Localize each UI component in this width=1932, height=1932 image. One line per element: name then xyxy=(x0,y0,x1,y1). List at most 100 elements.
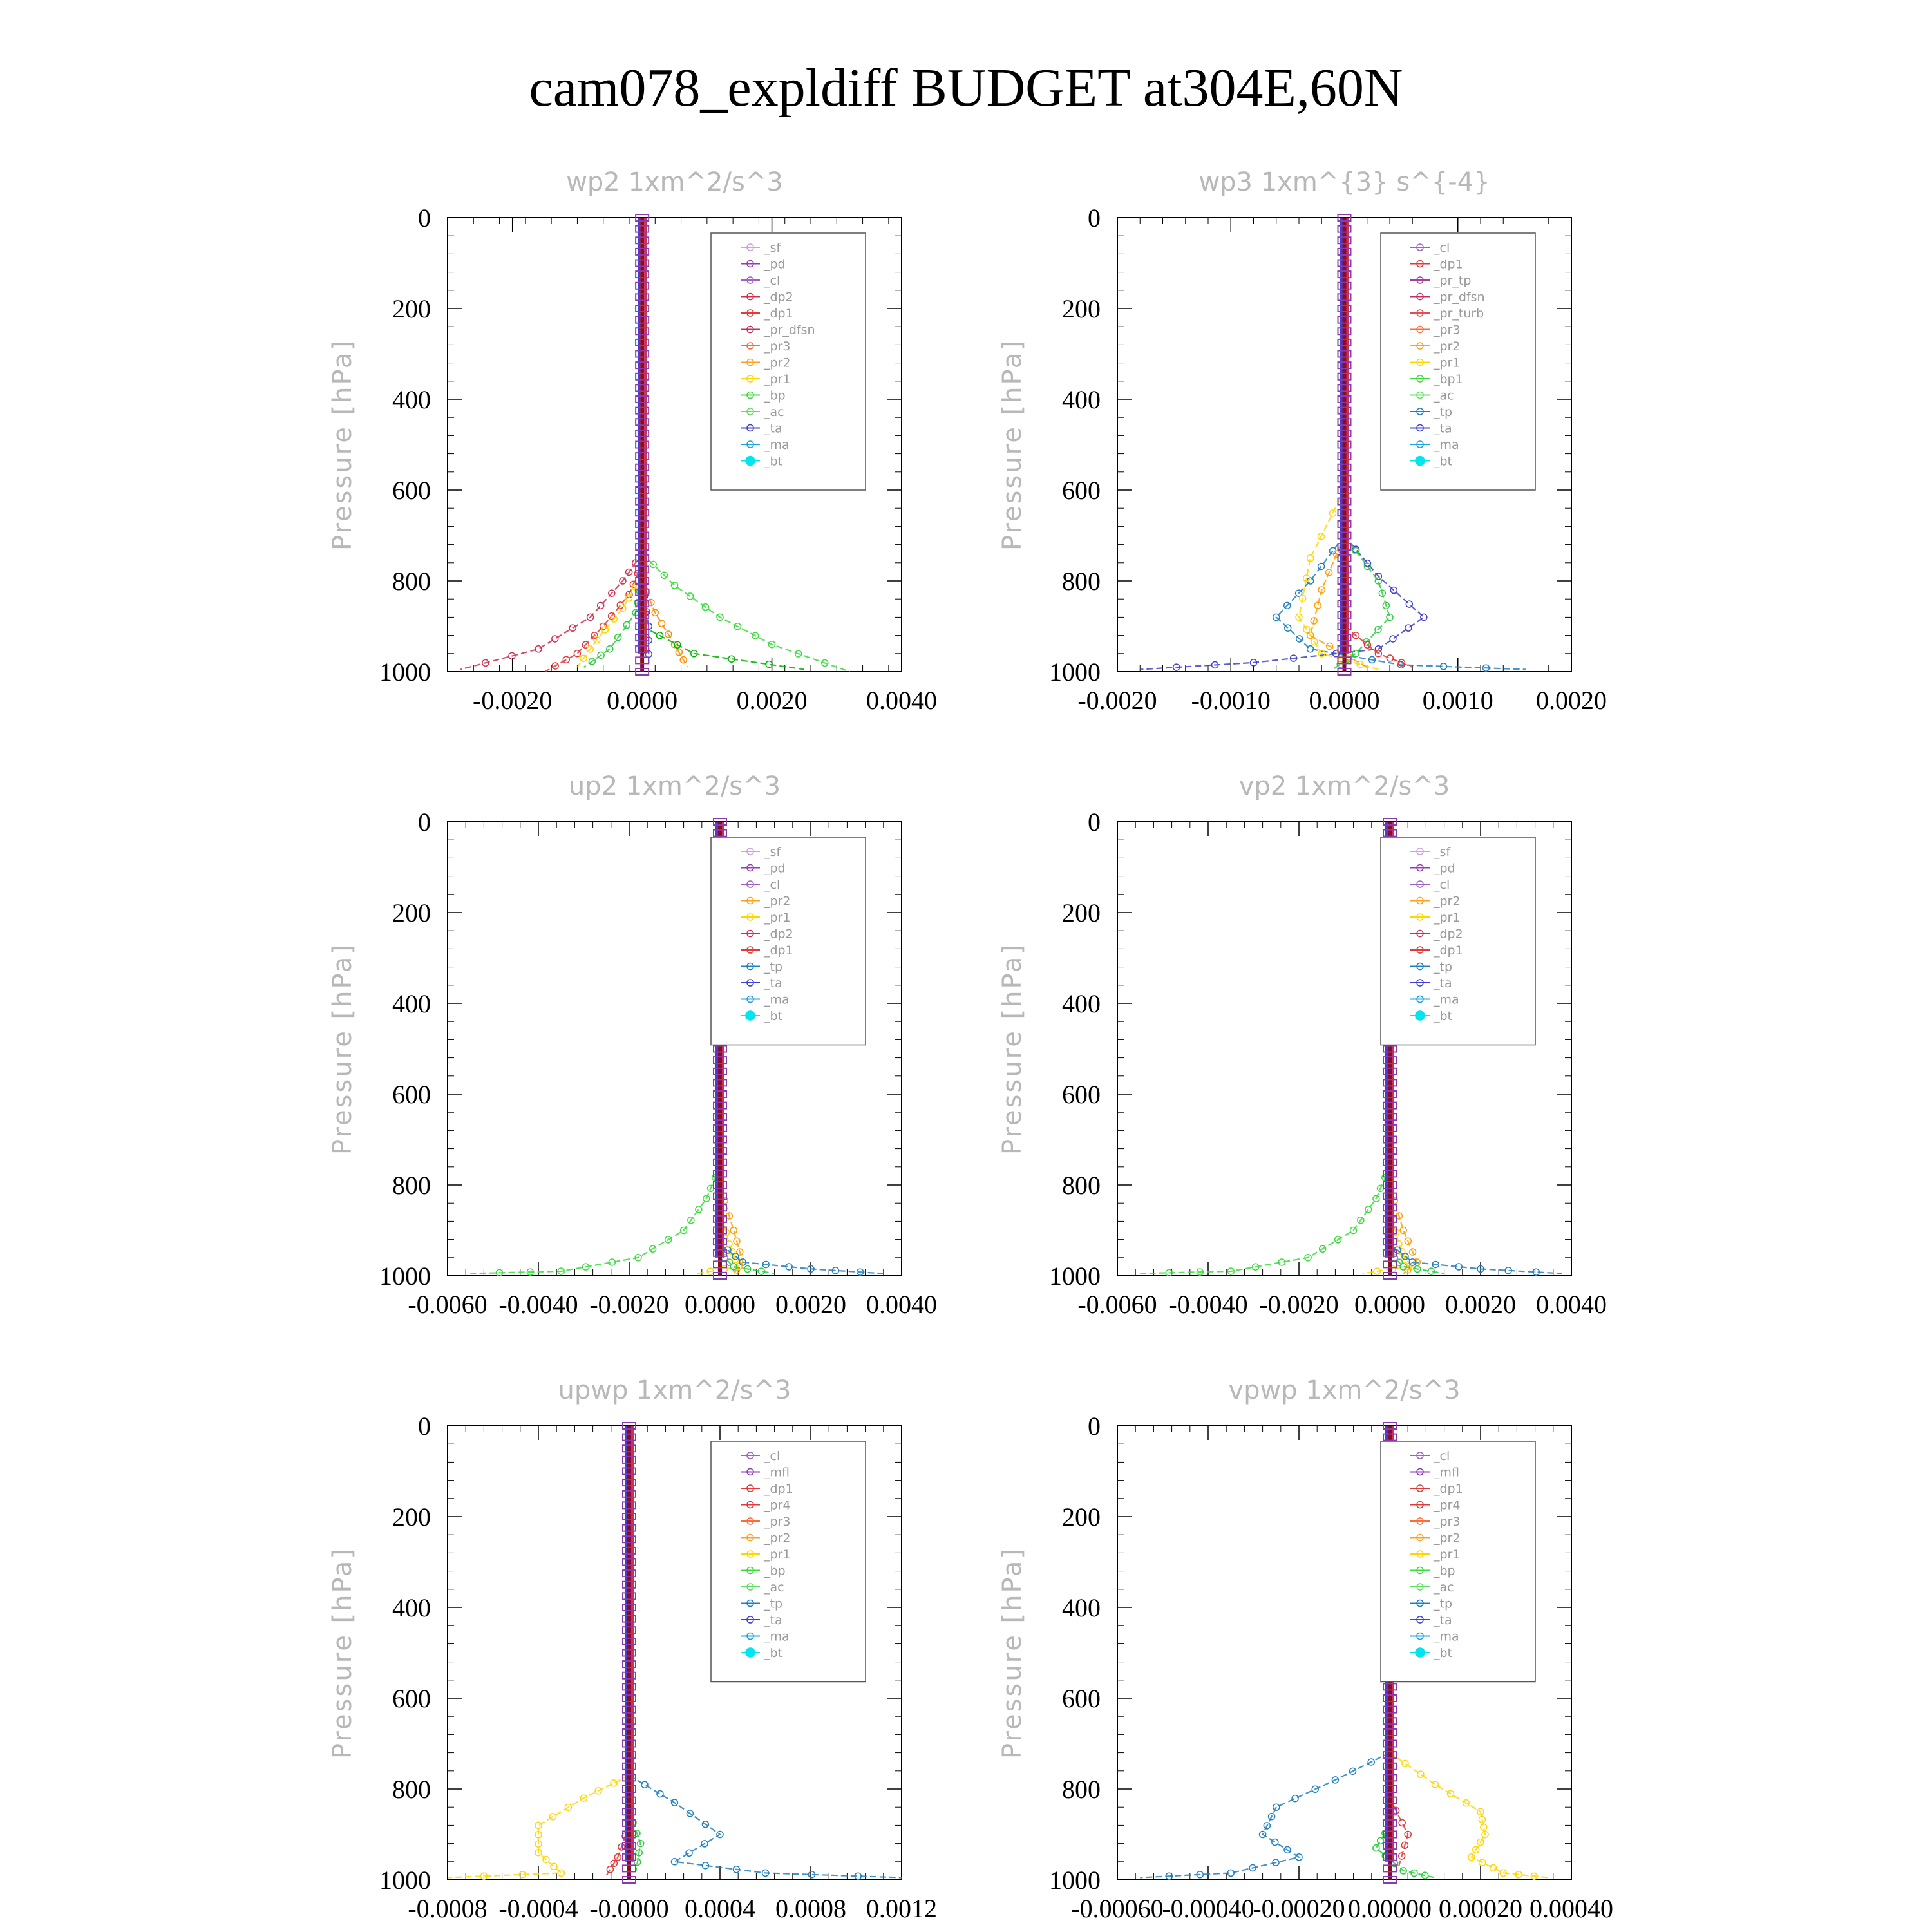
y-tick-label: 800 xyxy=(1062,1775,1101,1804)
legend-label: _ma xyxy=(763,438,790,452)
series-marker xyxy=(1432,1260,1439,1269)
legend-label: _pr1 xyxy=(1433,356,1460,370)
zero-profile-marker xyxy=(622,1705,636,1714)
series-marker xyxy=(564,1803,573,1812)
zero-profile-marker xyxy=(635,656,650,665)
x-tick-label: 0.00020 xyxy=(1439,1894,1522,1923)
series-marker xyxy=(625,594,633,602)
zero-profile-marker xyxy=(1383,1215,1397,1223)
legend-box xyxy=(710,232,866,491)
zero-profile-marker xyxy=(635,520,650,528)
zero-profile-marker xyxy=(635,463,650,471)
series-marker xyxy=(1295,613,1303,621)
series-line-pr1 xyxy=(1298,489,1379,670)
zero-profile-marker xyxy=(1383,818,1397,826)
series-marker xyxy=(658,620,666,627)
series-marker xyxy=(690,650,698,658)
zero-profile-marker xyxy=(622,1433,636,1441)
y-tick-label: 0 xyxy=(1088,1412,1101,1441)
series-marker xyxy=(716,1830,724,1839)
series-marker xyxy=(647,598,655,607)
series-marker xyxy=(591,632,598,639)
series-line-dp2 xyxy=(1389,1253,1444,1274)
legend-label: _ma xyxy=(763,1630,790,1644)
legend-label: _ta xyxy=(763,1613,782,1627)
zero-profile-marker xyxy=(635,543,650,551)
legend-marker xyxy=(1416,292,1424,301)
legend: _sf _pd _cl _dp2 _dp1 _pr_dfsn _pr3 _pr2 _pr1 _bp… xyxy=(710,232,866,491)
series-marker xyxy=(656,632,664,639)
legend-marker xyxy=(745,1647,755,1658)
zero-profile-marker xyxy=(713,1158,727,1166)
zero-profile-marker xyxy=(713,1067,727,1075)
series-marker xyxy=(606,1866,614,1873)
series-marker xyxy=(1410,1869,1418,1877)
zero-profile-marker xyxy=(1383,1056,1397,1065)
zero-profile-marker xyxy=(1337,656,1352,665)
x-tick-label: 0.0020 xyxy=(1536,686,1607,715)
legend-marker xyxy=(746,1468,754,1476)
legend-label: _pr3 xyxy=(763,1515,790,1529)
series-marker xyxy=(757,1267,766,1275)
y-tick-label: 1000 xyxy=(1049,658,1101,687)
legend-label: _pr1 xyxy=(763,911,790,925)
x-tick-label: 0.00040 xyxy=(1530,1894,1613,1923)
series-marker xyxy=(854,1872,862,1880)
legend-label: _pr2 xyxy=(763,1531,790,1546)
series-marker xyxy=(1446,1790,1455,1798)
series-line-pr1 xyxy=(1389,1752,1549,1879)
zero-profile-marker xyxy=(1337,577,1352,585)
zero-profile-marker xyxy=(713,1238,727,1246)
series-marker xyxy=(821,659,829,667)
series-marker xyxy=(495,1269,504,1277)
zero-profile-marker xyxy=(622,1717,636,1725)
series-marker xyxy=(1404,1830,1412,1839)
series-marker xyxy=(480,1872,488,1880)
zero-profile-marker xyxy=(1337,440,1352,449)
x-tick-label: 0.0000 xyxy=(685,1290,755,1319)
series-marker xyxy=(1325,569,1333,576)
series-marker xyxy=(599,622,607,630)
legend-label: _tp xyxy=(1433,1597,1452,1611)
legend-label: _bt xyxy=(763,1009,782,1023)
series-marker xyxy=(728,655,735,663)
series-marker xyxy=(614,633,622,641)
series-marker xyxy=(1303,625,1311,634)
legend-label: _pr_turb xyxy=(1433,307,1484,321)
series-marker xyxy=(1227,1267,1235,1275)
legend-marker xyxy=(746,1550,754,1558)
zero-profile-marker xyxy=(1337,497,1352,506)
zero-profile-marker xyxy=(1383,829,1397,837)
legend-label: _bt xyxy=(763,1646,782,1660)
series-marker xyxy=(582,641,590,649)
y-axis-label: Pressure [hPa] xyxy=(328,1547,357,1759)
series-marker xyxy=(686,1810,694,1817)
series-marker xyxy=(665,630,672,638)
series-marker xyxy=(794,650,802,658)
legend-marker xyxy=(746,276,754,284)
series-marker xyxy=(508,652,516,660)
legend: _sf _pd _cl _pr2 _pr1 _dp2_dp1 _tp _ta _ma _bt xyxy=(1380,837,1536,1046)
series-marker xyxy=(701,1862,710,1870)
x-tick-label: -0.0008 xyxy=(408,1894,487,1923)
series-line-ac xyxy=(641,625,805,670)
series-marker xyxy=(733,1237,741,1245)
series-marker xyxy=(1314,601,1322,609)
zero-profile-marker xyxy=(622,1796,636,1804)
zero-profile-marker xyxy=(1337,600,1352,608)
zero-profile-marker xyxy=(1337,429,1352,437)
series-line-dp2 xyxy=(719,1253,775,1274)
y-tick-label: 1000 xyxy=(379,1866,431,1895)
zero-profile-marker xyxy=(1337,372,1352,381)
series-marker xyxy=(1304,1254,1312,1262)
legend-marker xyxy=(1416,408,1424,415)
zero-profile-marker xyxy=(1337,611,1352,619)
series-marker xyxy=(1455,1263,1463,1271)
zero-profile-marker xyxy=(1337,668,1352,676)
series-marker xyxy=(1295,1853,1303,1861)
series-marker xyxy=(1481,1830,1489,1839)
zero-profile-marker xyxy=(1337,543,1352,551)
y-tick-label: 0 xyxy=(418,204,431,232)
zero-profile-marker xyxy=(635,531,650,540)
